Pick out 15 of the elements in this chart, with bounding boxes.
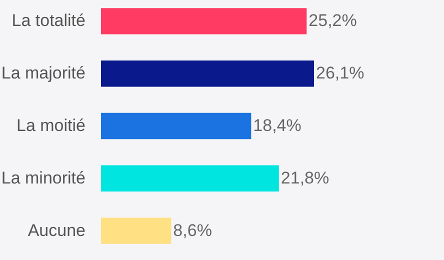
y-tick-label: La majorité [1, 64, 86, 83]
bar [101, 8, 307, 34]
data-label: 21,8% [280, 168, 330, 188]
y-tick-label: La totalité [12, 11, 86, 30]
y-tick-label: La moitié [16, 116, 86, 135]
data-label: 18,4% [253, 116, 302, 135]
data-label: 25,2% [308, 11, 357, 30]
y-tick-label: Aucune [28, 220, 86, 240]
bar [101, 165, 279, 192]
bar [101, 112, 252, 140]
data-label: 8,6% [173, 220, 212, 240]
bar [101, 60, 314, 87]
bar [101, 218, 172, 244]
data-label: 26,1% [316, 64, 364, 83]
y-tick-label: La minorité [1, 168, 86, 188]
